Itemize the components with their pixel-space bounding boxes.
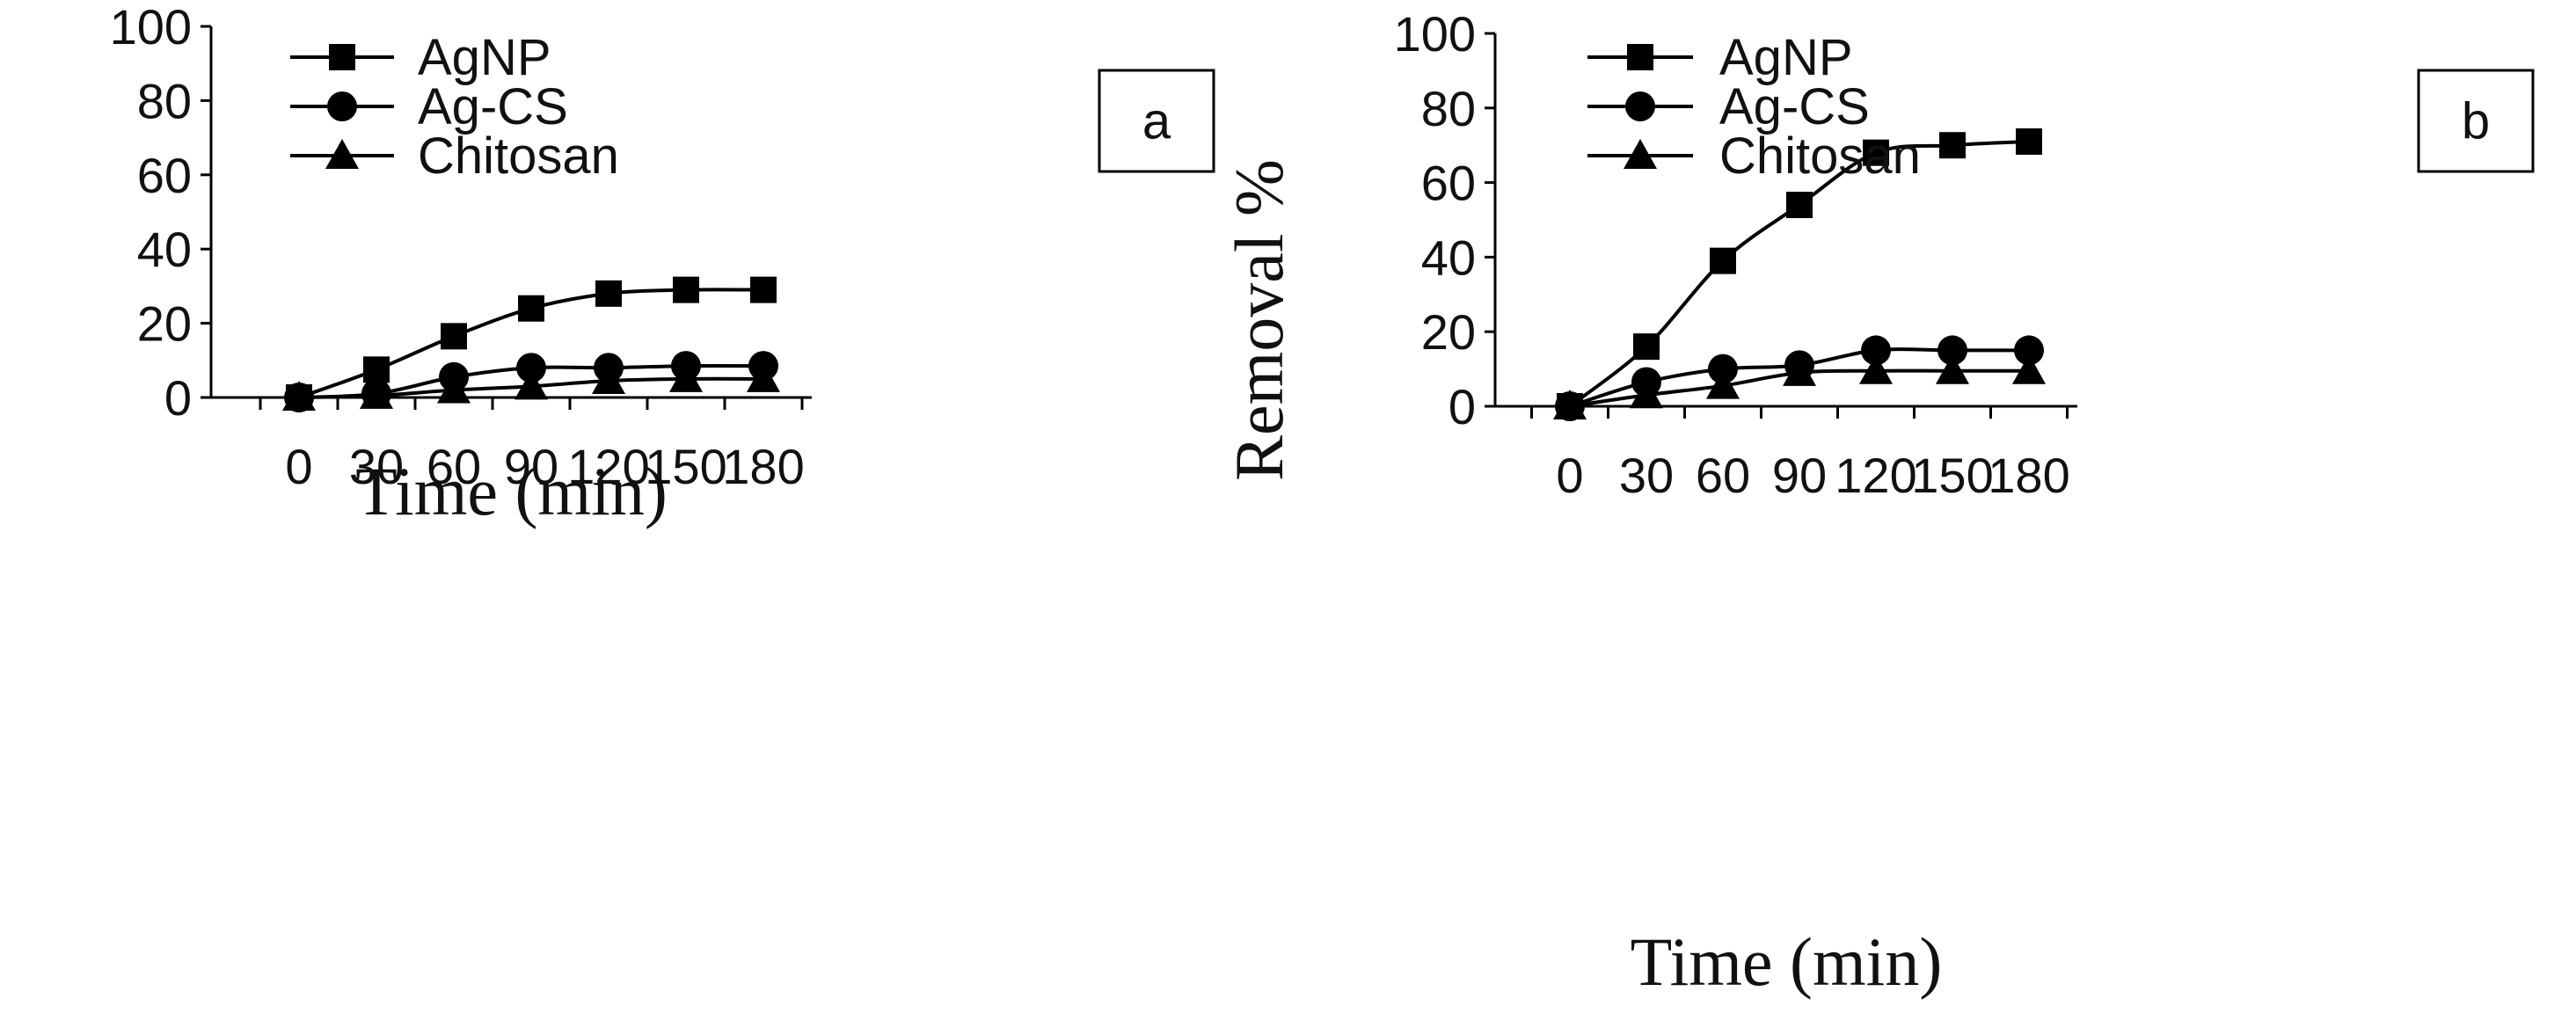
data-point-chitosan — [360, 378, 393, 409]
y-tick-label: 60 — [137, 148, 192, 203]
data-point-chitosan — [1553, 390, 1587, 419]
legend-marker-triangle — [325, 139, 359, 169]
y-axis-title: Removal % — [0, 142, 13, 463]
x-tick-label: 60 — [427, 439, 481, 494]
data-point-chitosan — [1859, 354, 1893, 384]
x-tick-label: 180 — [722, 439, 804, 494]
data-point-chitosan — [1936, 354, 1969, 384]
legend-marker-square — [329, 44, 355, 70]
y-tick-label: 40 — [1421, 230, 1476, 285]
x-tick-label: 90 — [504, 439, 558, 494]
legend-marker-circle — [1625, 91, 1655, 121]
legend-marker-square — [1627, 44, 1653, 70]
x-axis-title: Time (min) — [1631, 923, 1943, 1000]
x-tick-label: 0 — [1556, 448, 1583, 503]
y-tick-label: 100 — [110, 0, 192, 55]
data-point-ag-cs — [1861, 335, 1891, 366]
x-tick-label: 180 — [1988, 448, 2069, 503]
data-point-ag-cs — [2014, 335, 2044, 366]
data-point-ag-cs — [516, 353, 546, 383]
data-point-chitosan — [1706, 368, 1740, 399]
legend-label: AgNP — [1719, 29, 1853, 86]
data-point-chitosan — [592, 364, 625, 395]
data-point-agnp — [1786, 192, 1813, 219]
y-tick-label: 60 — [1421, 156, 1476, 211]
legend-marker-circle — [327, 91, 357, 121]
data-point-chitosan — [282, 381, 316, 411]
legend-label: Ag-CS — [1719, 78, 1870, 135]
legend-label: Chitosan — [418, 128, 619, 185]
legend-marker-triangle — [1624, 139, 1657, 169]
data-point-agnp — [2016, 128, 2042, 155]
x-tick-label: 120 — [567, 439, 649, 494]
data-point-chitosan — [1783, 355, 1816, 386]
data-point-agnp — [673, 276, 699, 303]
x-axis-title: Time (min) — [355, 453, 668, 529]
data-point-chitosan — [1630, 378, 1663, 409]
y-tick-label: 20 — [137, 296, 192, 352]
x-tick-label: 0 — [285, 439, 312, 494]
panel-label-box — [2417, 69, 2535, 173]
data-point-agnp — [1710, 247, 1736, 274]
data-point-ag-cs — [1708, 354, 1738, 384]
panel-label: b — [2462, 93, 2490, 150]
panel-label-box — [1098, 69, 1215, 173]
y-tick-label: 20 — [1421, 304, 1476, 360]
data-point-chitosan — [514, 369, 548, 400]
data-point-agnp — [441, 323, 467, 350]
y-tick-label: 100 — [1394, 6, 1476, 62]
data-point-chitosan — [669, 361, 703, 392]
data-point-agnp — [750, 276, 777, 303]
data-point-agnp — [363, 356, 390, 383]
y-tick-label: 40 — [137, 222, 192, 277]
x-tick-label: 30 — [349, 439, 404, 494]
x-tick-label: 120 — [1835, 448, 1916, 503]
y-tick-label: 0 — [164, 370, 192, 426]
data-point-agnp — [1633, 333, 1660, 361]
x-tick-label: 30 — [1619, 448, 1674, 503]
y-tick-label: 0 — [1449, 379, 1476, 434]
x-tick-label: 90 — [1772, 448, 1827, 503]
data-point-ag-cs — [1937, 335, 1967, 366]
data-point-agnp — [518, 295, 544, 322]
data-point-chitosan — [2012, 354, 2046, 384]
panel-label: a — [1142, 93, 1171, 150]
y-tick-label: 80 — [1421, 81, 1476, 136]
x-tick-label: 150 — [645, 439, 726, 494]
data-point-chitosan — [747, 361, 780, 392]
x-tick-label: 150 — [1911, 448, 1993, 503]
x-tick-label: 60 — [1696, 448, 1750, 503]
y-axis-title: Removal % — [1221, 159, 1297, 481]
y-tick-label: 80 — [137, 73, 192, 128]
data-point-chitosan — [437, 373, 471, 404]
legend-label: AgNP — [418, 29, 551, 86]
legend-label: Ag-CS — [418, 78, 568, 135]
data-point-agnp — [1939, 132, 1966, 159]
data-point-agnp — [595, 280, 622, 307]
data-point-agnp — [1863, 139, 1889, 166]
legend-label: Chitosan — [1719, 128, 1921, 185]
